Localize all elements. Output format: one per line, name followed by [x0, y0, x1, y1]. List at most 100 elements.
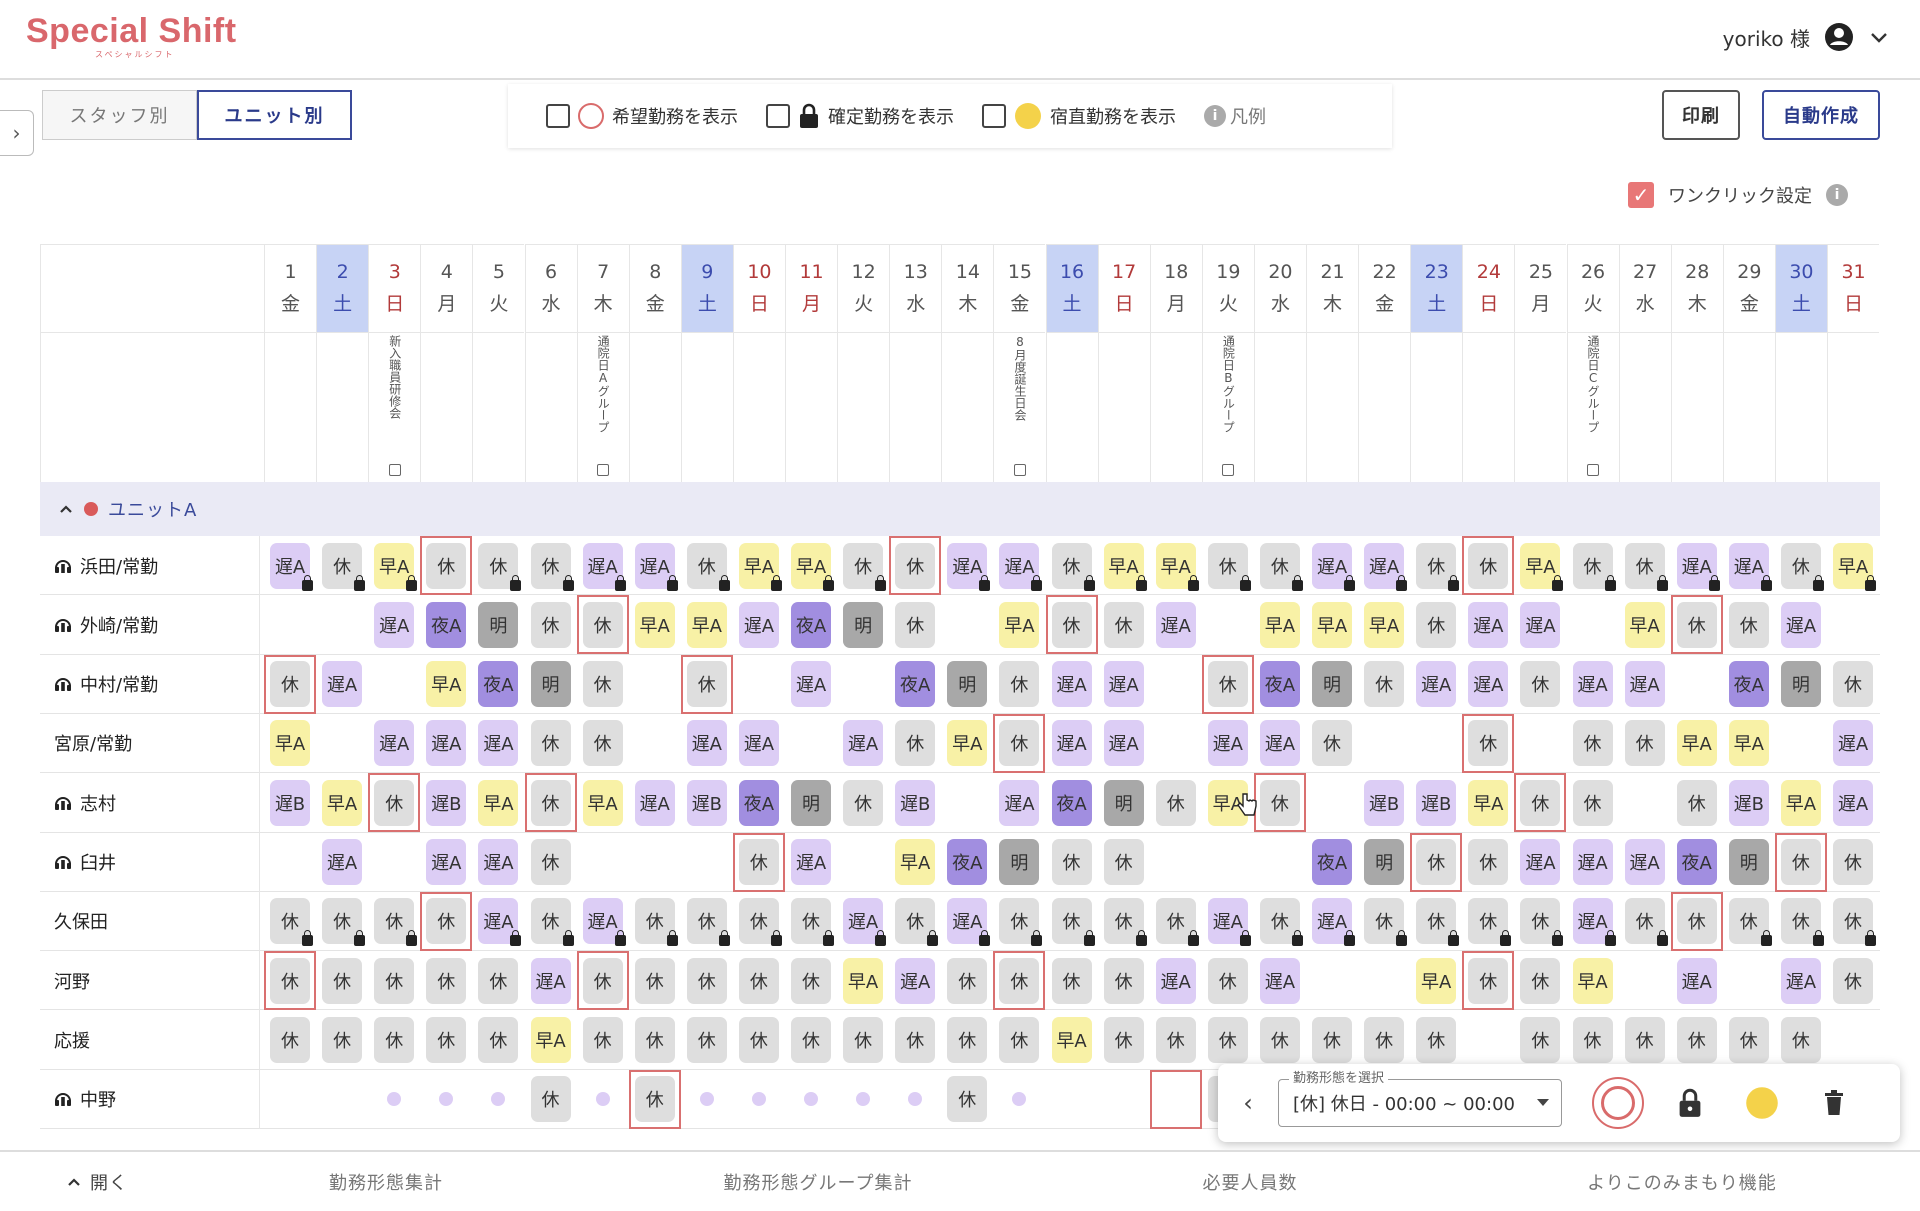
shift-chip[interactable]: 休	[1676, 1016, 1717, 1063]
shift-chip[interactable]: 休	[374, 1016, 415, 1063]
shift-chip[interactable]: 早A	[1259, 601, 1300, 648]
shift-chip[interactable]: 遅A	[1572, 839, 1613, 885]
shift-chip[interactable]: 休	[478, 957, 519, 1004]
shift-cell[interactable]: 休	[472, 1010, 524, 1069]
shift-chip[interactable]: 休	[1833, 957, 1873, 1004]
shift-chip[interactable]: 夜A	[1259, 661, 1300, 708]
event-cell[interactable]	[264, 332, 317, 482]
shift-chip[interactable]: 遅A	[1468, 661, 1509, 708]
shift-chip[interactable]: 遅A	[478, 898, 522, 947]
shift-cell[interactable]: 休	[733, 1010, 785, 1069]
shift-chip[interactable]: 休	[322, 957, 363, 1004]
shift-chip[interactable]: 休	[530, 542, 574, 591]
shift-cell[interactable]: 遅A	[993, 536, 1045, 595]
shift-chip[interactable]: 早A	[895, 839, 936, 885]
shift-cell[interactable]	[1306, 773, 1358, 832]
day-header[interactable]: 21 木	[1306, 244, 1359, 332]
day-header[interactable]: 31 日	[1827, 244, 1880, 332]
shift-cell[interactable]: 休	[1514, 1010, 1566, 1069]
shift-chip[interactable]: 休	[1624, 542, 1668, 591]
shift-cell[interactable]: 遅A	[1619, 655, 1671, 714]
shift-cell[interactable]: 早A	[629, 595, 681, 654]
shift-cell[interactable]	[1150, 655, 1202, 714]
shift-cell[interactable]: 休	[889, 536, 942, 595]
confirmed-checkbox[interactable]	[766, 104, 790, 128]
event-cell[interactable]	[1514, 332, 1567, 482]
shift-cell[interactable]: 休	[1619, 714, 1671, 773]
shift-cell[interactable]: 休	[1619, 536, 1671, 595]
event-cell[interactable]	[1306, 332, 1359, 482]
shift-chip[interactable]: 明	[999, 839, 1040, 885]
shift-cell[interactable]: 休	[525, 892, 577, 951]
shift-cell[interactable]: 遅A	[1514, 595, 1566, 654]
shift-cell[interactable]: 遅A	[420, 833, 472, 892]
day-header[interactable]: 30 土	[1774, 244, 1827, 332]
shift-cell[interactable]: 休	[1358, 1010, 1410, 1069]
shift-cell[interactable]: 早A	[1358, 595, 1410, 654]
shift-type-select[interactable]: 勤務形態を選択 [休] 休日 - 00:00 ~ 00:00	[1278, 1067, 1562, 1127]
shift-cell[interactable]: 夜A	[1723, 655, 1775, 714]
shift-cell[interactable]	[733, 1070, 785, 1129]
shift-chip[interactable]: 早A	[1624, 601, 1665, 648]
shift-cell[interactable]	[785, 714, 837, 773]
shift-chip[interactable]: 休	[1312, 1016, 1352, 1063]
footer-tab-shift-summary[interactable]: 勤務形態集計	[329, 1172, 443, 1194]
shift-chip[interactable]: 休	[1364, 1016, 1405, 1063]
shift-cell[interactable]	[629, 655, 681, 714]
shift-cell[interactable]: 休	[732, 832, 785, 892]
shift-chip[interactable]: 早A	[374, 542, 418, 591]
shift-chip[interactable]: 休	[270, 661, 310, 708]
shift-chip[interactable]: 遅B	[686, 779, 727, 826]
shift-cell[interactable]	[1827, 595, 1879, 654]
day-header[interactable]: 25 月	[1514, 244, 1567, 332]
shift-chip[interactable]: 遅A	[1572, 898, 1616, 947]
shift-chip[interactable]: 夜A	[1312, 839, 1352, 885]
staff-name-cell[interactable]: 中野	[40, 1069, 260, 1129]
shift-chip[interactable]: 遅A	[478, 839, 519, 885]
shift-chip[interactable]: 遅A	[1207, 898, 1251, 947]
shift-chip[interactable]: 休	[895, 720, 936, 767]
shift-chip[interactable]: 休	[1676, 601, 1717, 648]
shift-cell[interactable]: 休	[1514, 892, 1566, 951]
shift-chip[interactable]: 休	[1780, 839, 1821, 885]
shift-cell[interactable]: 遅A	[1775, 951, 1827, 1010]
shift-cell[interactable]: 休	[368, 1010, 420, 1069]
shift-chip[interactable]: 休	[791, 898, 834, 947]
shift-cell[interactable]: 休	[1201, 654, 1254, 714]
shift-chip[interactable]: 遅A	[895, 957, 936, 1004]
shift-cell[interactable]: 遅A	[420, 714, 472, 773]
shift-cell[interactable]: 遅A	[1306, 536, 1358, 595]
day-header[interactable]: 28 木	[1670, 244, 1723, 332]
staff-name-cell[interactable]: 河野	[40, 951, 260, 1011]
shift-chip[interactable]: 遅A	[634, 542, 678, 591]
shift-chip[interactable]: 休	[322, 898, 366, 947]
shift-cell[interactable]: 休	[1723, 595, 1775, 654]
shift-cell[interactable]: 夜A	[1306, 833, 1358, 892]
shift-chip[interactable]: 休	[530, 601, 571, 648]
oneclick-checkbox[interactable]: ✓	[1628, 182, 1654, 208]
shift-cell[interactable]: 遅B	[264, 773, 316, 832]
shift-cell[interactable]: 休	[680, 654, 733, 714]
shift-chip[interactable]: 早A	[1155, 542, 1199, 591]
shift-chip[interactable]: 早A	[1051, 1016, 1092, 1063]
shift-chip[interactable]: 夜A	[895, 661, 936, 708]
event-cell[interactable]	[1774, 332, 1827, 482]
shift-cell[interactable]: 早A	[1046, 1010, 1098, 1069]
shift-chip[interactable]: 休	[270, 957, 310, 1004]
shift-cell[interactable]: 休	[368, 951, 420, 1010]
shift-cell[interactable]: 遅A	[1150, 595, 1202, 654]
shift-cell[interactable]	[368, 655, 420, 714]
shift-cell[interactable]: 遅B	[420, 773, 472, 832]
shift-chip[interactable]: 遅A	[1259, 720, 1300, 767]
shift-cell[interactable]: 休	[1462, 833, 1514, 892]
shift-cell[interactable]: 夜A	[941, 833, 993, 892]
shift-chip[interactable]: 遅A	[426, 839, 467, 885]
shift-cell[interactable]: 遅A	[1462, 595, 1514, 654]
event-cell[interactable]	[1827, 332, 1880, 482]
shift-chip[interactable]: 早A	[634, 601, 675, 648]
shift-chip[interactable]: 遅A	[1312, 898, 1355, 947]
